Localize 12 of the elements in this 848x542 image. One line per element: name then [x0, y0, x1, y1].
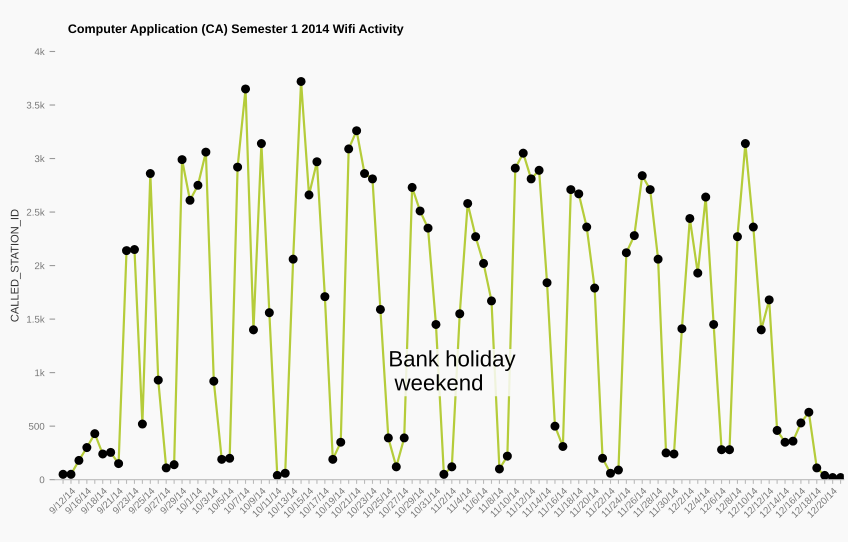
- annotation: Bank holiday weekend: [390, 350, 516, 391]
- y-tick-label: 3k: [34, 155, 45, 162]
- y-tick-label: 4k: [34, 48, 45, 56]
- y-tick-label: 2.5k: [26, 208, 45, 216]
- y-tick-label: 1k: [35, 369, 45, 376]
- y-tick-label: 2k: [34, 262, 45, 270]
- y-axis-title: CALLED_STATION_ID: [10, 210, 21, 322]
- y-tick-label: 0: [40, 476, 44, 484]
- chart-title: Computer Application (CA) Semester 1 2014 Wifi Activity: [68, 24, 404, 36]
- y-tick-label: 3.5k: [26, 101, 45, 109]
- y-tick-label: 500: [28, 422, 44, 430]
- y-tick-label: 1.5k: [27, 316, 45, 323]
